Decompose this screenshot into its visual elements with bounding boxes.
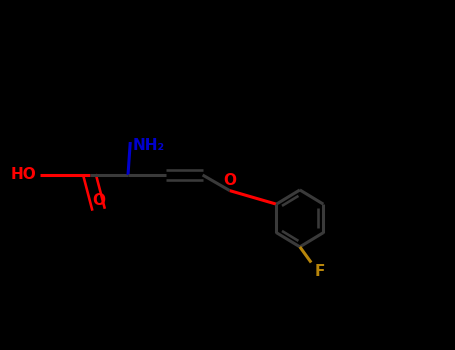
- Text: HO: HO: [10, 168, 36, 182]
- Text: O: O: [92, 193, 105, 208]
- Text: F: F: [315, 264, 325, 279]
- Text: NH₂: NH₂: [132, 138, 165, 153]
- Text: O: O: [223, 173, 236, 188]
